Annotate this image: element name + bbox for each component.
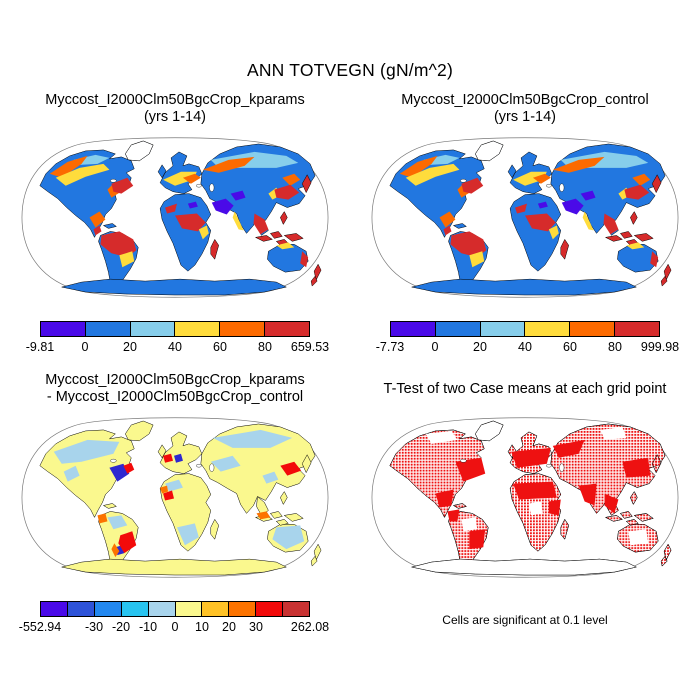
colorbar-control: -7.73 0 20 40 60 80 999.98 [376,321,679,356]
panel-kparams-title-line1: Myccost_I2000Clm50BgcCrop_kparams [45,92,305,108]
colorbar-tick-label: -10 [138,620,158,634]
colorbar-cell [570,322,616,336]
colorbar-labels: -7.73 0 20 40 60 80 999.98 [376,340,679,356]
colorbar-cells [40,601,310,617]
antarctica [411,278,637,296]
colorbar-cell [256,602,284,616]
colorbar-cell [148,602,176,616]
panel-control: Myccost_I2000Clm50BgcCrop_control (yrs 1… [350,92,700,356]
colorbar-tick-label: 20 [123,340,137,354]
colorbar-cell [229,602,257,616]
colorbar-tick-label: 262.08 [290,620,330,634]
colorbar-cell [525,322,571,336]
colorbar-tick-label: 10 [195,620,209,634]
panel-diff-title-line2: - Myccost_I2000Clm50BgcCrop_control [46,389,304,405]
map-control [371,137,679,298]
panel-ttest: T-Test of two Case means at each grid po… [350,372,700,627]
colorbar-tick-label: -30 [84,620,104,634]
colorbar-tick-label: -7.73 [375,340,405,354]
colorbar-cell [220,322,266,336]
colorbar-tick-label: 40 [168,340,182,354]
panel-diff: Myccost_I2000Clm50BgcCrop_kparams - Mycc… [0,372,350,636]
colorbar-diff: -552.94 -30 -20 -10 0 10 20 30 262.08 [19,601,329,636]
figure-title: ANN TOTVEGN (gN/m^2) [246,60,454,80]
colorbar-cell [41,322,86,336]
colorbar-tick-label: 0 [81,340,89,354]
panel-ttest-title: T-Test of two Case means at each grid po… [350,372,700,406]
colorbar-tick-label: -552.94 [18,620,62,634]
map-diff [21,417,329,578]
colorbar-tick-label: 30 [249,620,263,634]
colorbar-tick-label: 80 [258,340,272,354]
significance-caption: Cells are significant at 0.1 level [442,613,608,627]
antarctica [61,278,287,296]
colorbar-tick-label: 999.98 [640,340,680,354]
colorbar-tick-label: -9.81 [25,340,55,354]
colorbar-labels: -552.94 -30 -20 -10 0 10 20 30 262.08 [19,620,329,636]
colorbar-tick-label: 0 [171,620,179,634]
colorbar-cell [85,322,131,336]
colorbar-cell [121,602,149,616]
map-kparams [21,137,329,298]
panel-control-title-line2: (yrs 1-14) [493,109,557,125]
colorbar-cell [94,602,122,616]
colorbar-cell [175,322,221,336]
colorbar-tick-label: 60 [213,340,227,354]
colorbar-cell [615,322,659,336]
colorbar-cells [40,321,310,337]
panel-kparams-title: Myccost_I2000Clm50BgcCrop_kparams (yrs 1… [0,92,350,126]
colorbar-kparams: -9.81 0 20 40 60 80 659.53 [26,321,329,356]
colorbar-cell [67,602,95,616]
colorbar-tick-label: 60 [563,340,577,354]
colorbar-tick-label: 20 [473,340,487,354]
panel-ttest-title-line1: T-Test of two Case means at each grid po… [383,380,667,397]
colorbar-tick-label: 0 [431,340,439,354]
colorbar-cell [175,602,203,616]
antarctica [61,558,287,576]
colorbar-tick-label: 40 [518,340,532,354]
colorbar-tick-label: 20 [222,620,236,634]
colorbar-cell [130,322,176,336]
colorbar-cell [283,602,310,616]
colorbar-cell [435,322,481,336]
colorbar-tick-label: 659.53 [290,340,330,354]
antarctica-mask [411,558,637,576]
colorbar-cell [391,322,436,336]
colorbar-cell [265,322,309,336]
colorbar-cell [41,602,68,616]
colorbar-cells [390,321,660,337]
map-ttest [371,417,679,578]
colorbar-cell [480,322,526,336]
panel-kparams: Myccost_I2000Clm50BgcCrop_kparams (yrs 1… [0,92,350,356]
colorbar-tick-label: -20 [111,620,131,634]
colorbar-labels: -9.81 0 20 40 60 80 659.53 [26,340,329,356]
panel-kparams-title-line2: (yrs 1-14) [143,109,207,125]
panel-diff-title: Myccost_I2000Clm50BgcCrop_kparams - Mycc… [0,372,350,406]
panel-diff-title-line1: Myccost_I2000Clm50BgcCrop_kparams [45,372,305,388]
colorbar-cell [202,602,230,616]
panel-control-title-line1: Myccost_I2000Clm50BgcCrop_control [401,92,649,108]
colorbar-tick-label: 80 [608,340,622,354]
panel-control-title: Myccost_I2000Clm50BgcCrop_control (yrs 1… [350,92,700,126]
